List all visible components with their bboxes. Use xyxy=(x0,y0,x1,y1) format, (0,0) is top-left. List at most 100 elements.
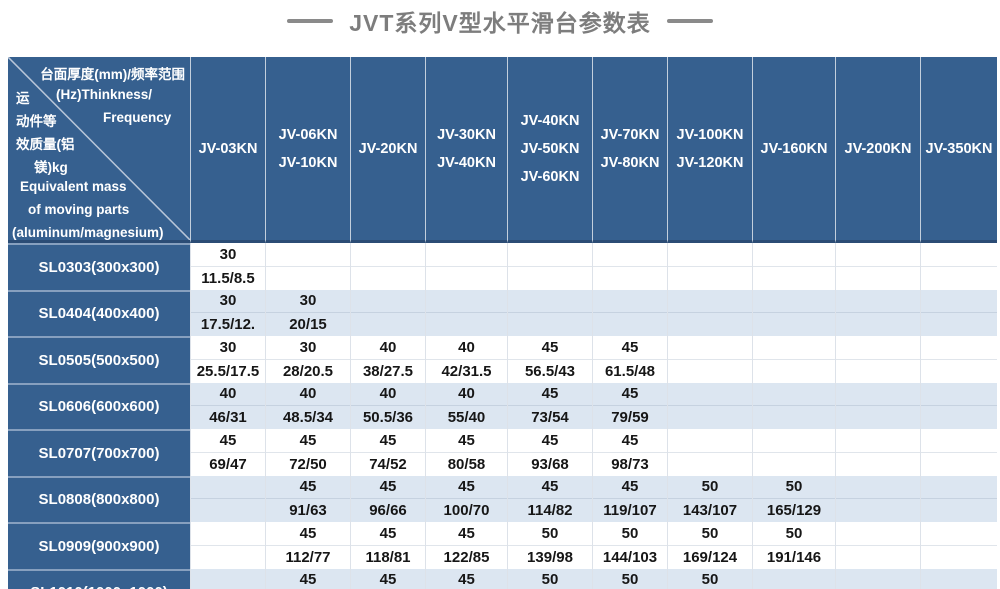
data-cell: 45 80/58 xyxy=(425,429,507,476)
data-cell xyxy=(920,243,997,290)
mass-value xyxy=(191,499,265,522)
mass-value: 118/81 xyxy=(365,548,411,566)
column-header: JV-160KN xyxy=(752,57,835,243)
thickness-value xyxy=(836,290,920,314)
corner-label-hz: (Hz)Thinkness/ xyxy=(56,87,153,102)
mass-value: 100/70 xyxy=(443,502,490,520)
data-cell: 30 11.5/8.5 xyxy=(190,243,265,290)
thickness-value xyxy=(668,336,752,360)
thickness-value xyxy=(753,243,835,267)
corner-label-mass-en-3: (aluminum/magnesium) xyxy=(12,225,164,240)
title-dash-left xyxy=(287,19,334,23)
thickness-value: 50 xyxy=(593,569,667,589)
mass-value xyxy=(921,406,997,429)
row-header: SL0505(500x500) xyxy=(8,336,190,383)
thickness-value: 45 xyxy=(426,429,507,453)
data-cell: 45 74/52 xyxy=(350,429,425,476)
corner-header-cell: 台面厚度(mm)/频率范围 运 (Hz)Thinkness/ 动件等 Frequ… xyxy=(8,57,190,243)
mass-value: 48.5/34 xyxy=(282,409,334,427)
data-cell: 45 xyxy=(350,568,425,589)
mass-value xyxy=(921,267,997,290)
data-cell xyxy=(752,382,835,429)
data-cell: 45 73/54 xyxy=(507,382,592,429)
thickness-value xyxy=(191,522,265,546)
data-cell: 45 xyxy=(425,568,507,589)
mass-value xyxy=(668,267,752,290)
mass-value xyxy=(668,360,752,383)
data-cell: 40 50.5/36 xyxy=(350,382,425,429)
mass-value: 119/107 xyxy=(603,502,657,520)
row-header: SL0808(800x800) xyxy=(8,475,190,522)
thickness-value xyxy=(921,290,997,314)
data-cell xyxy=(667,243,752,290)
data-cell: 45 56.5/43 xyxy=(507,336,592,383)
mass-value: 79/59 xyxy=(611,409,649,427)
data-cell xyxy=(752,289,835,336)
data-cell: 45 93/68 xyxy=(507,429,592,476)
thickness-value xyxy=(426,243,507,267)
thickness-value xyxy=(668,429,752,453)
mass-value: 73/54 xyxy=(531,409,569,427)
thickness-value: 50 xyxy=(508,522,592,546)
data-cell xyxy=(920,568,997,589)
title-dash-right xyxy=(666,19,713,23)
data-cell xyxy=(507,243,592,290)
thickness-value: 45 xyxy=(593,476,667,500)
mass-value xyxy=(921,453,997,476)
mass-value xyxy=(753,313,835,336)
thickness-value xyxy=(266,243,350,267)
data-cell: 45 xyxy=(265,568,350,589)
mass-value xyxy=(593,267,667,290)
data-cell xyxy=(667,336,752,383)
mass-value: 169/124 xyxy=(682,548,738,566)
data-cell xyxy=(425,289,507,336)
mass-value: 28/20.5 xyxy=(282,362,334,380)
data-cell: 50 139/98 xyxy=(507,522,592,569)
data-cell: 50 143/107 xyxy=(667,475,752,522)
row-header: SL0404(400x400) xyxy=(8,289,190,336)
mass-value xyxy=(753,267,835,290)
data-cell: 50 169/124 xyxy=(667,522,752,569)
data-cell: 30 28/20.5 xyxy=(265,336,350,383)
mass-value: 93/68 xyxy=(531,455,569,473)
column-header-label: JV-06KN xyxy=(278,126,338,143)
thickness-value: 30 xyxy=(266,336,350,360)
mass-value xyxy=(508,313,592,336)
thickness-value: 40 xyxy=(266,383,350,407)
column-header: JV-70KN JV-80KN xyxy=(592,57,667,243)
thickness-value: 45 xyxy=(508,336,592,360)
thickness-value xyxy=(753,383,835,407)
corner-label-mass-cn-3: 效质量(铝 xyxy=(16,137,75,152)
column-header: JV-06KN JV-10KN xyxy=(265,57,350,243)
data-cell: 30 17.5/12. xyxy=(190,289,265,336)
thickness-value: 50 xyxy=(508,569,592,589)
thickness-value xyxy=(753,336,835,360)
column-header-label: JV-10KN xyxy=(278,154,338,171)
data-cell xyxy=(835,243,920,290)
thickness-value: 45 xyxy=(266,569,350,589)
mass-value: 11.5/8.5 xyxy=(201,269,255,287)
data-cell: 45 98/73 xyxy=(592,429,667,476)
data-cell: 30 25.5/17.5 xyxy=(190,336,265,383)
thickness-value: 45 xyxy=(593,383,667,407)
column-header: JV-20KN xyxy=(350,57,425,243)
thickness-value: 45 xyxy=(508,429,592,453)
mass-value: 25.5/17.5 xyxy=(196,362,260,380)
thickness-value xyxy=(836,336,920,360)
data-cell: 50 165/129 xyxy=(752,475,835,522)
column-header-label: JV-100KN xyxy=(676,126,744,143)
mass-value xyxy=(426,313,507,336)
data-cell: 45 79/59 xyxy=(592,382,667,429)
data-cell xyxy=(920,522,997,569)
mass-value xyxy=(668,453,752,476)
mass-value xyxy=(836,406,920,429)
mass-value xyxy=(921,546,997,569)
thickness-value: 45 xyxy=(593,336,667,360)
data-cell xyxy=(835,289,920,336)
column-header-label: JV-120KN xyxy=(676,154,744,171)
thickness-value: 40 xyxy=(426,336,507,360)
data-cell: 45 118/81 xyxy=(350,522,425,569)
data-cell xyxy=(920,289,997,336)
thickness-value: 45 xyxy=(593,429,667,453)
thickness-value xyxy=(508,290,592,314)
